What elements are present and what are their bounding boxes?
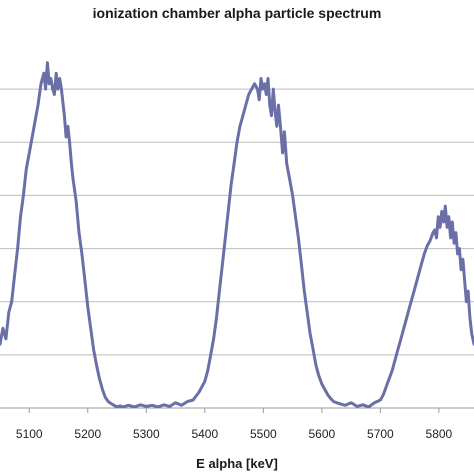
- x-tick-label-5100: 5100: [16, 427, 43, 441]
- series-line-spectrum: [0, 61, 474, 409]
- gridlines: [0, 88, 474, 356]
- x-tick-labels: 5100 5200 5300 5400 5500 5600 5700 5800: [16, 427, 453, 441]
- x-tick-label-5300: 5300: [133, 427, 160, 441]
- x-axis-label: E alpha [keV]: [196, 456, 278, 471]
- x-tick-label-5400: 5400: [191, 427, 218, 441]
- chart-title: ionization chamber alpha particle spectr…: [92, 5, 382, 21]
- x-tick-label-5500: 5500: [250, 427, 277, 441]
- x-tick-label-5800: 5800: [426, 427, 453, 441]
- x-tick-label-5700: 5700: [367, 427, 394, 441]
- x-tick-label-5600: 5600: [309, 427, 336, 441]
- x-ticks: [28, 408, 440, 413]
- x-tick-label-5200: 5200: [74, 427, 101, 441]
